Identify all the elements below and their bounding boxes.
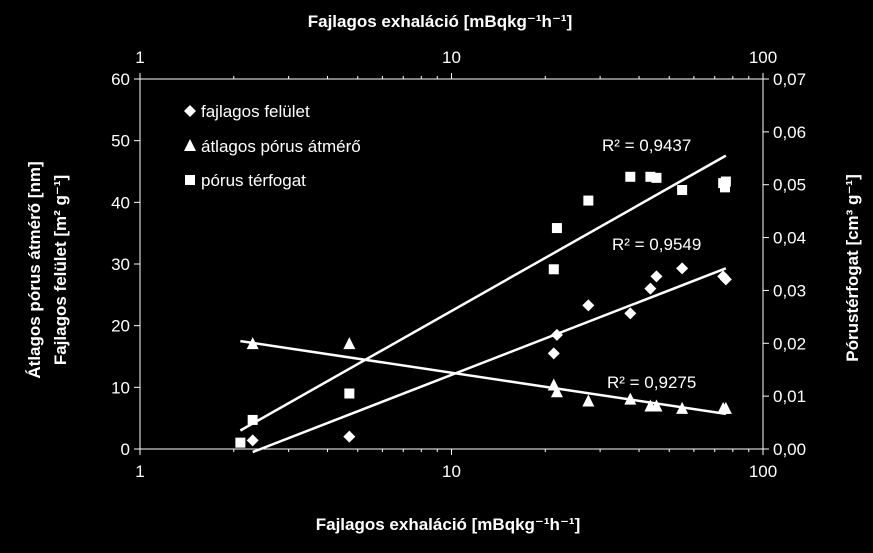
legend: fajlagos felület átlagos pórus átmérő póru… (184, 102, 361, 190)
point-triangle (582, 394, 595, 407)
point-square (583, 195, 594, 206)
point-triangle (343, 337, 356, 350)
point-square (720, 176, 731, 187)
legend-marker-diamond (184, 105, 196, 117)
legend-marker-square (185, 175, 195, 185)
y-right-tick-label: 0,03 (773, 281, 806, 300)
x-axis-title-bottom: Fajlagos exhaláció [mBqkg⁻¹h⁻¹] (316, 515, 581, 534)
legend-label-diamond: fajlagos felület (201, 102, 310, 121)
y-right-tick-label: 0,07 (773, 70, 806, 89)
point-square (645, 171, 656, 182)
point-diamond (624, 307, 637, 320)
point-square (235, 437, 246, 448)
y-axis-title-right: Pórustérfogat [cm³ g⁻¹] (843, 174, 862, 361)
x-tick-label-top: 1 (135, 48, 144, 67)
point-square (651, 172, 662, 183)
y-right-tick-label: 0,02 (773, 334, 806, 353)
y-axis-title-left-line2: Fajlagos felület [m² g⁻¹] (51, 175, 70, 365)
point-diamond (343, 430, 356, 443)
point-diamond (676, 262, 689, 275)
trendline-triangle (240, 339, 727, 416)
legend-item-diamond: fajlagos felület (184, 102, 310, 121)
x-tick-label-bottom: 1 (135, 462, 144, 481)
point-square (548, 264, 559, 275)
point-diamond (550, 328, 563, 341)
point-diamond (650, 270, 663, 283)
axis-ticks: 1 1 10 10 100 100 0 10 20 30 40 50 60 0,00 0,01 0,02 0,0… (111, 48, 806, 481)
point-square (344, 388, 355, 399)
trendlines: R² = 0,9549 R² = 0,9275 R² = 0,9437 (239, 136, 727, 454)
point-diamond (582, 299, 595, 312)
trendline-square (239, 154, 727, 432)
y-left-tick-label: 30 (111, 255, 130, 274)
legend-label-triangle: átlagos pórus átmérő (201, 137, 361, 156)
point-square (625, 171, 636, 182)
y-right-tick-label: 0,00 (773, 440, 806, 459)
y-right-tick-label: 0,06 (773, 123, 806, 142)
point-square (677, 185, 688, 195)
legend-item-triangle: átlagos pórus átmérő (184, 137, 361, 156)
y-left-tick-label: 20 (111, 317, 130, 336)
point-triangle (650, 399, 663, 412)
r2-label-triangle: R² = 0,9275 (607, 373, 696, 392)
y-axis-title-left-line1: Átlagos pórus átmérő [nm] (25, 161, 44, 378)
point-triangle (624, 392, 637, 405)
legend-marker-triangle (184, 139, 196, 151)
y-left-tick-label: 10 (111, 378, 130, 397)
y-left-tick-label: 50 (111, 132, 130, 151)
point-square (719, 182, 730, 193)
point-square (247, 414, 258, 425)
point-diamond (719, 273, 732, 286)
point-triangle (719, 401, 732, 414)
point-triangle (676, 401, 689, 414)
x-tick-label-bottom: 100 (749, 462, 777, 481)
x-tick-label-top: 100 (749, 48, 777, 67)
point-diamond (547, 347, 560, 360)
x-tick-label-bottom: 10 (442, 462, 461, 481)
data-markers (235, 171, 732, 448)
r2-label-diamond: R² = 0,9549 (612, 235, 701, 254)
point-triangle (246, 337, 259, 350)
y-right-tick-label: 0,04 (773, 229, 806, 248)
y-right-tick-label: 0,05 (773, 176, 806, 195)
point-square (551, 223, 562, 234)
trendline-diamond (252, 267, 727, 454)
y-right-tick-label: 0,01 (773, 387, 806, 406)
legend-item-square: pórus térfogat (185, 171, 306, 190)
x-tick-label-top: 10 (442, 48, 461, 67)
y-left-tick-label: 60 (111, 70, 130, 89)
r2-label-square: R² = 0,9437 (602, 136, 691, 155)
point-diamond (644, 282, 657, 295)
y-left-tick-label: 0 (121, 440, 130, 459)
legend-label-square: pórus térfogat (201, 171, 306, 190)
point-triangle (550, 385, 563, 398)
y-left-tick-label: 40 (111, 193, 130, 212)
point-diamond (246, 434, 259, 447)
x-axis-title-top: Fajlagos exhaláció [mBqkg⁻¹h⁻¹] (308, 12, 573, 31)
